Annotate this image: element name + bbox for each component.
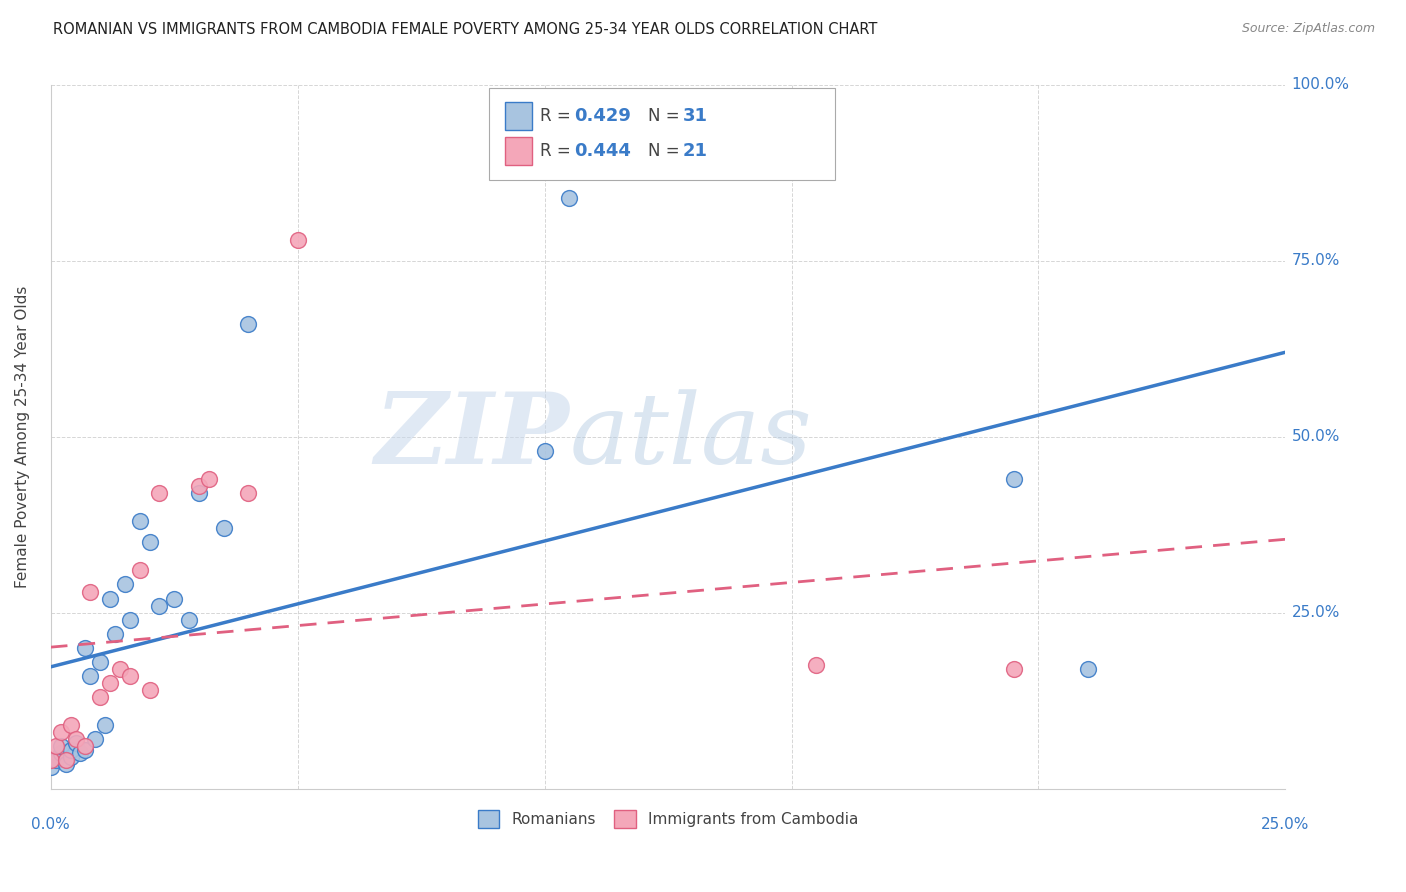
Text: 0.0%: 0.0% bbox=[31, 817, 70, 831]
Point bbox=[98, 591, 121, 606]
Point bbox=[108, 662, 131, 676]
Text: 21: 21 bbox=[683, 142, 707, 160]
Point bbox=[65, 732, 87, 747]
Point bbox=[59, 718, 82, 732]
Point bbox=[1002, 472, 1025, 486]
Point bbox=[138, 535, 160, 549]
Point bbox=[212, 521, 235, 535]
Point bbox=[806, 658, 828, 673]
Bar bbox=[505, 102, 533, 130]
FancyBboxPatch shape bbox=[489, 88, 835, 180]
Point bbox=[558, 190, 581, 204]
Text: 31: 31 bbox=[683, 107, 707, 125]
Text: 0.429: 0.429 bbox=[574, 107, 631, 125]
Point bbox=[49, 747, 72, 761]
Text: atlas: atlas bbox=[569, 389, 813, 484]
Text: 25.0%: 25.0% bbox=[1292, 605, 1340, 620]
Point bbox=[65, 736, 87, 750]
Point bbox=[79, 584, 101, 599]
Text: R =: R = bbox=[540, 107, 575, 125]
Point bbox=[84, 732, 107, 747]
Point bbox=[55, 753, 77, 767]
Text: 50.0%: 50.0% bbox=[1292, 429, 1340, 444]
Point bbox=[75, 640, 97, 655]
Point bbox=[79, 669, 101, 683]
Point bbox=[198, 472, 221, 486]
Point bbox=[533, 443, 555, 458]
Point bbox=[163, 591, 186, 606]
Point bbox=[118, 669, 141, 683]
Point bbox=[104, 626, 127, 640]
Point bbox=[75, 743, 97, 757]
Text: N =: N = bbox=[648, 107, 685, 125]
Text: Source: ZipAtlas.com: Source: ZipAtlas.com bbox=[1241, 22, 1375, 36]
Bar bbox=[505, 137, 533, 165]
Point bbox=[49, 725, 72, 739]
Text: ROMANIAN VS IMMIGRANTS FROM CAMBODIA FEMALE POVERTY AMONG 25-34 YEAR OLDS CORREL: ROMANIAN VS IMMIGRANTS FROM CAMBODIA FEM… bbox=[53, 22, 877, 37]
Point bbox=[55, 756, 77, 771]
Point bbox=[89, 655, 111, 669]
Y-axis label: Female Poverty Among 25-34 Year Olds: Female Poverty Among 25-34 Year Olds bbox=[15, 285, 30, 588]
Point bbox=[59, 743, 82, 757]
Point bbox=[238, 486, 260, 500]
Point bbox=[238, 317, 260, 331]
Point bbox=[148, 599, 170, 613]
Point bbox=[45, 739, 67, 754]
Point bbox=[128, 563, 150, 577]
Point bbox=[75, 739, 97, 754]
Point bbox=[188, 479, 211, 493]
Point bbox=[114, 577, 136, 591]
Point bbox=[49, 739, 72, 754]
Point bbox=[177, 613, 200, 627]
Text: N =: N = bbox=[648, 142, 685, 160]
Point bbox=[128, 514, 150, 528]
Text: ZIP: ZIP bbox=[374, 389, 569, 485]
Legend: Romanians, Immigrants from Cambodia: Romanians, Immigrants from Cambodia bbox=[472, 804, 865, 834]
Text: 0.444: 0.444 bbox=[574, 142, 631, 160]
Text: 75.0%: 75.0% bbox=[1292, 253, 1340, 268]
Point bbox=[39, 753, 62, 767]
Point bbox=[138, 683, 160, 698]
Point bbox=[39, 760, 62, 774]
Point bbox=[287, 233, 309, 247]
Point bbox=[69, 747, 91, 761]
Point bbox=[1002, 662, 1025, 676]
Point bbox=[98, 676, 121, 690]
Point bbox=[1077, 662, 1099, 676]
Point bbox=[45, 753, 67, 767]
Point bbox=[188, 486, 211, 500]
Point bbox=[89, 690, 111, 704]
Point bbox=[94, 718, 117, 732]
Point bbox=[148, 486, 170, 500]
Point bbox=[118, 613, 141, 627]
Text: 25.0%: 25.0% bbox=[1261, 817, 1309, 831]
Text: 100.0%: 100.0% bbox=[1292, 78, 1350, 93]
Text: R =: R = bbox=[540, 142, 575, 160]
Point bbox=[59, 750, 82, 764]
